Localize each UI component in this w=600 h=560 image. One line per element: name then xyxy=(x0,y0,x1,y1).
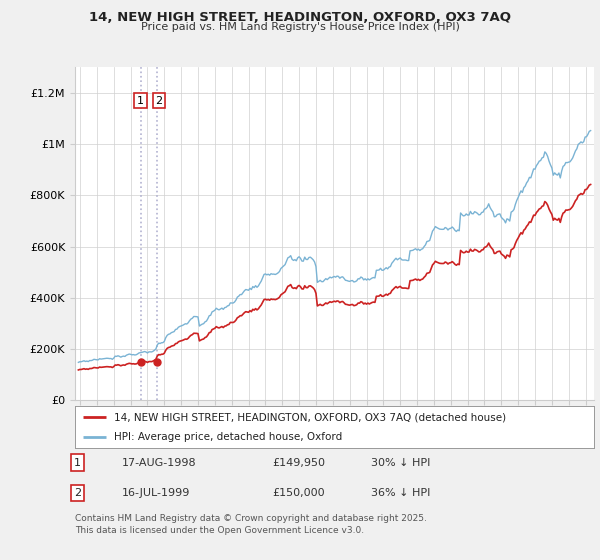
Text: £149,950: £149,950 xyxy=(272,458,325,468)
Text: 36% ↓ HPI: 36% ↓ HPI xyxy=(371,488,430,498)
Text: 30% ↓ HPI: 30% ↓ HPI xyxy=(371,458,430,468)
Text: 1: 1 xyxy=(137,96,144,105)
Text: Contains HM Land Registry data © Crown copyright and database right 2025.
This d: Contains HM Land Registry data © Crown c… xyxy=(75,514,427,535)
Text: £150,000: £150,000 xyxy=(272,488,325,498)
Text: 2: 2 xyxy=(155,96,163,105)
Text: HPI: Average price, detached house, Oxford: HPI: Average price, detached house, Oxfo… xyxy=(114,432,342,442)
Text: Price paid vs. HM Land Registry's House Price Index (HPI): Price paid vs. HM Land Registry's House … xyxy=(140,22,460,32)
Text: 1: 1 xyxy=(74,458,81,468)
Text: 16-JUL-1999: 16-JUL-1999 xyxy=(122,488,190,498)
Text: 2: 2 xyxy=(74,488,81,498)
Text: 14, NEW HIGH STREET, HEADINGTON, OXFORD, OX3 7AQ: 14, NEW HIGH STREET, HEADINGTON, OXFORD,… xyxy=(89,11,511,24)
Text: 14, NEW HIGH STREET, HEADINGTON, OXFORD, OX3 7AQ (detached house): 14, NEW HIGH STREET, HEADINGTON, OXFORD,… xyxy=(114,412,506,422)
Text: 17-AUG-1998: 17-AUG-1998 xyxy=(122,458,196,468)
